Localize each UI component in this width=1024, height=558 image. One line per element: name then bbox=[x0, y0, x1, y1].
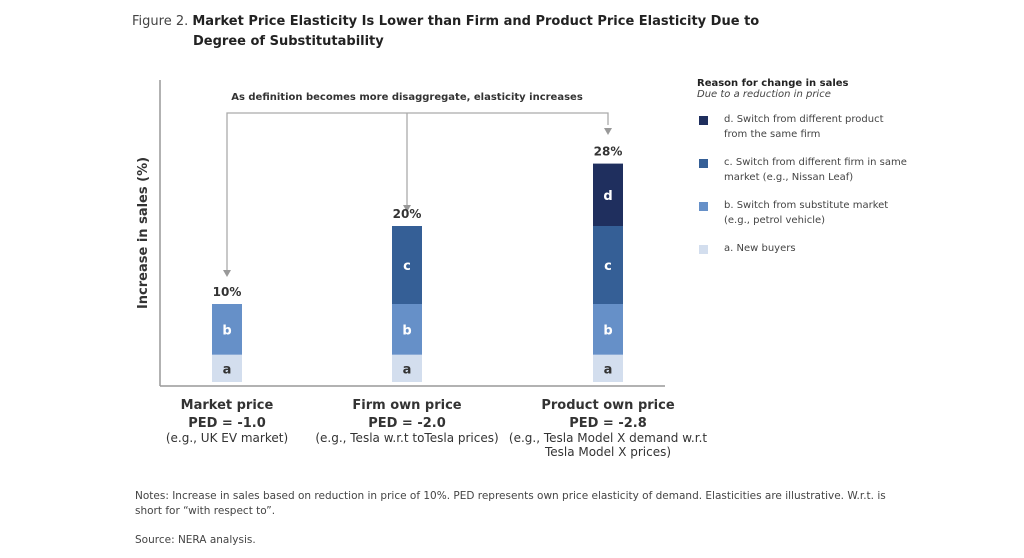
legend-item-d: d. Switch from different product from th… bbox=[697, 112, 927, 142]
legend-item-a: a. New buyers bbox=[697, 241, 927, 256]
category-ped: PED = -1.0 bbox=[188, 416, 266, 431]
total-label: 10% bbox=[213, 285, 242, 299]
legend-item-c: c. Switch from different firm in same ma… bbox=[697, 155, 927, 185]
y-axis-label: Increase in sales (%) bbox=[136, 157, 151, 309]
bar-segment-c bbox=[593, 226, 623, 304]
category-ped: PED = -2.8 bbox=[569, 416, 647, 431]
bar-segment-a bbox=[392, 354, 422, 382]
category-ped: PED = -2.0 bbox=[368, 416, 446, 431]
category-name: Product own price bbox=[541, 398, 675, 413]
segment-label-b: b bbox=[222, 323, 231, 338]
category-example: (e.g., Tesla w.r.t toTesla prices) bbox=[315, 431, 499, 445]
bar-segment-b bbox=[593, 304, 623, 355]
total-label: 28% bbox=[594, 145, 623, 159]
legend-swatch bbox=[699, 116, 708, 125]
category-label: Market price PED = -1.0 (e.g., UK EV marke… bbox=[107, 398, 347, 445]
legend-label: c. Switch from different firm in same ma… bbox=[724, 157, 907, 183]
legend-item-b: b. Switch from substitute market (e.g., … bbox=[697, 198, 927, 228]
chart-title-line2: Degree of Substitutability bbox=[193, 34, 384, 49]
segment-label-a: a bbox=[223, 362, 232, 377]
category-example: (e.g., Tesla Model X demand w.r.t Tesla … bbox=[508, 431, 708, 459]
category-label: Firm own price PED = -2.0 (e.g., Tesla w.r… bbox=[287, 398, 527, 445]
figure-number: Figure 2. bbox=[132, 14, 189, 29]
segment-label-c: c bbox=[604, 259, 612, 274]
bar-segment-b bbox=[212, 304, 242, 355]
legend-title: Reason for change in sales bbox=[697, 78, 849, 89]
arrow-head-icon bbox=[604, 128, 612, 135]
bar-segment-d bbox=[593, 163, 623, 226]
category-name: Firm own price bbox=[352, 398, 462, 413]
legend-label: d. Switch from different product from th… bbox=[724, 114, 884, 140]
arrow-head-icon bbox=[403, 205, 411, 212]
segment-label-c: c bbox=[403, 259, 411, 274]
bar-segment-a bbox=[593, 354, 623, 382]
total-label: 20% bbox=[393, 207, 422, 221]
bar-segment-a bbox=[212, 354, 242, 382]
chart-title: Market Price Elasticity Is Lower than Fi… bbox=[192, 14, 760, 29]
bar-segment-c bbox=[392, 226, 422, 304]
category-label: Product own price PED = -2.8 (e.g., Tesla … bbox=[488, 398, 728, 459]
legend-label: b. Switch from substitute market (e.g., … bbox=[724, 200, 889, 226]
legend-swatch bbox=[699, 159, 708, 168]
annotation-text: As definition becomes more disaggregate,… bbox=[231, 92, 583, 103]
legend: Reason for change in sales Due to a redu… bbox=[697, 78, 927, 269]
segment-label-a: a bbox=[403, 362, 412, 377]
category-name: Market price bbox=[180, 398, 274, 413]
legend-swatch bbox=[699, 245, 708, 254]
segment-label-b: b bbox=[402, 323, 411, 338]
segment-label-a: a bbox=[604, 362, 613, 377]
source: Source: NERA analysis. bbox=[135, 534, 256, 546]
notes: Notes: Increase in sales based on reduct… bbox=[135, 490, 886, 517]
legend-swatch bbox=[699, 202, 708, 211]
arrow-head-icon bbox=[223, 270, 231, 277]
figure-label: Figure 2. Market Price Elasticity Is Low… bbox=[132, 14, 759, 29]
annotation-bracket bbox=[226, 112, 609, 270]
legend-subtitle: Due to a reduction in price bbox=[697, 89, 831, 100]
segment-label-d: d bbox=[603, 189, 612, 204]
bar-segment-b bbox=[392, 304, 422, 355]
legend-label: a. New buyers bbox=[724, 243, 796, 254]
category-example: (e.g., UK EV market) bbox=[165, 431, 289, 445]
segment-label-b: b bbox=[603, 323, 612, 338]
